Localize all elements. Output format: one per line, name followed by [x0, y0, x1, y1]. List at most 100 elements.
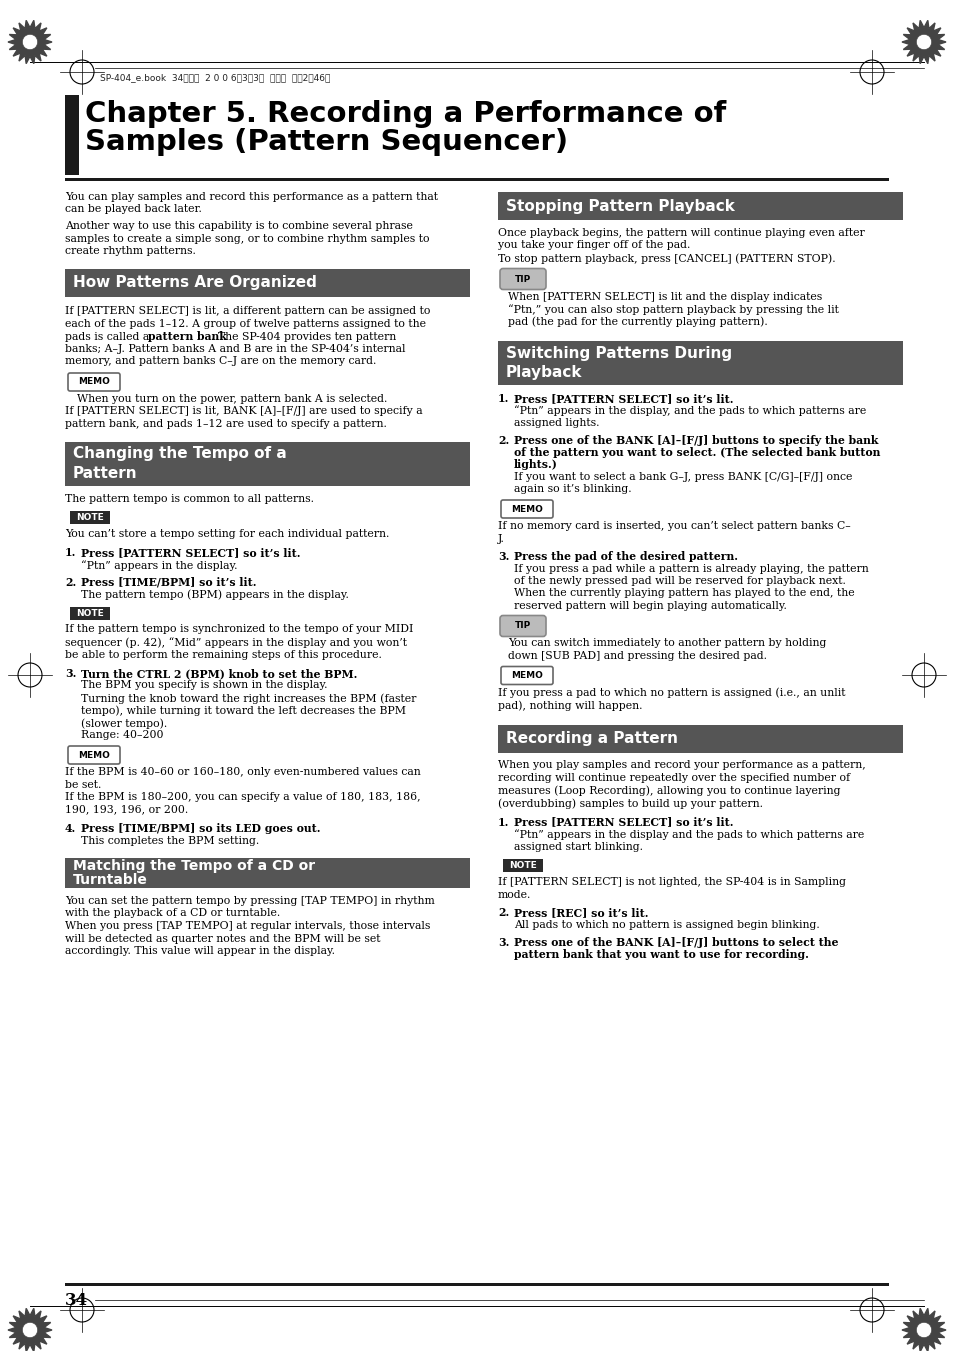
Text: You can set the pattern tempo by pressing [TAP TEMPO] in rhythm: You can set the pattern tempo by pressin… — [65, 896, 435, 907]
Text: “Ptn” appears in the display and the pads to which patterns are: “Ptn” appears in the display and the pad… — [514, 830, 863, 840]
Text: be able to perform the remaining steps of this procedure.: be able to perform the remaining steps o… — [65, 650, 381, 659]
Text: To stop pattern playback, press [CANCEL] (PATTERN STOP).: To stop pattern playback, press [CANCEL]… — [497, 253, 835, 263]
Text: pattern bank, and pads 1–12 are used to specify a pattern.: pattern bank, and pads 1–12 are used to … — [65, 419, 387, 430]
Text: If [PATTERN SELECT] is lit, BANK [A]–[F/J] are used to specify a: If [PATTERN SELECT] is lit, BANK [A]–[F/… — [65, 407, 422, 416]
Text: you take your finger off of the pad.: you take your finger off of the pad. — [497, 240, 690, 250]
FancyBboxPatch shape — [499, 616, 545, 636]
Text: Press the pad of the desired pattern.: Press the pad of the desired pattern. — [514, 551, 738, 562]
Text: Turn the CTRL 2 (BPM) knob to set the BPM.: Turn the CTRL 2 (BPM) knob to set the BP… — [81, 667, 357, 680]
Text: will be detected as quarter notes and the BPM will be set: will be detected as quarter notes and th… — [65, 934, 380, 943]
Text: Chapter 5. Recording a Performance of: Chapter 5. Recording a Performance of — [85, 100, 725, 128]
Text: Stopping Pattern Playback: Stopping Pattern Playback — [505, 199, 734, 213]
Text: MEMO: MEMO — [78, 377, 110, 386]
Text: Press [REC] so it’s lit.: Press [REC] so it’s lit. — [514, 907, 648, 917]
Text: When the currently playing pattern has played to the end, the: When the currently playing pattern has p… — [514, 589, 854, 598]
FancyBboxPatch shape — [68, 373, 120, 390]
Text: measures (Loop Recording), allowing you to continue layering: measures (Loop Recording), allowing you … — [497, 785, 840, 796]
Text: pattern bank: pattern bank — [148, 331, 227, 343]
Text: samples to create a simple song, or to combine rhythm samples to: samples to create a simple song, or to c… — [65, 234, 429, 243]
Text: reserved pattern will begin playing automatically.: reserved pattern will begin playing auto… — [514, 601, 786, 611]
Circle shape — [915, 34, 931, 50]
Text: recording will continue repeatedly over the specified number of: recording will continue repeatedly over … — [497, 773, 849, 784]
Text: MEMO: MEMO — [511, 504, 542, 513]
Text: Recording a Pattern: Recording a Pattern — [505, 731, 678, 746]
Text: accordingly. This value will appear in the display.: accordingly. This value will appear in t… — [65, 946, 335, 957]
Text: Switching Patterns During: Switching Patterns During — [505, 346, 731, 361]
Text: You can switch immediately to another pattern by holding: You can switch immediately to another pa… — [507, 639, 825, 648]
Text: Pattern: Pattern — [73, 466, 137, 481]
Text: MEMO: MEMO — [78, 751, 110, 759]
Text: again so it’s blinking.: again so it’s blinking. — [514, 485, 631, 494]
Text: When you turn on the power, pattern bank A is selected.: When you turn on the power, pattern bank… — [77, 394, 387, 404]
Text: (slower tempo).: (slower tempo). — [81, 717, 167, 728]
Text: Once playback begins, the pattern will continue playing even after: Once playback begins, the pattern will c… — [497, 228, 863, 238]
Bar — [497, 192, 902, 220]
Text: 4.: 4. — [65, 823, 76, 834]
Text: NOTE: NOTE — [76, 608, 104, 617]
Circle shape — [22, 34, 38, 50]
Text: Changing the Tempo of a: Changing the Tempo of a — [73, 446, 287, 461]
Text: Matching the Tempo of a CD or: Matching the Tempo of a CD or — [73, 859, 314, 873]
Text: NOTE: NOTE — [509, 861, 537, 870]
Text: memory, and pattern banks C–J are on the memory card.: memory, and pattern banks C–J are on the… — [65, 357, 376, 366]
Text: When [PATTERN SELECT] is lit and the display indicates: When [PATTERN SELECT] is lit and the dis… — [507, 292, 821, 301]
Text: When you press [TAP TEMPO] at regular intervals, those intervals: When you press [TAP TEMPO] at regular in… — [65, 921, 430, 931]
Text: Press [TIME/BPM] so it’s lit.: Press [TIME/BPM] so it’s lit. — [81, 577, 256, 588]
Text: 3.: 3. — [497, 551, 509, 562]
Bar — [502, 859, 542, 871]
Text: NOTE: NOTE — [76, 513, 104, 521]
Text: Samples (Pattern Sequencer): Samples (Pattern Sequencer) — [85, 128, 568, 155]
Text: Press [PATTERN SELECT] so it’s lit.: Press [PATTERN SELECT] so it’s lit. — [514, 393, 733, 404]
Text: create rhythm patterns.: create rhythm patterns. — [65, 246, 195, 255]
Text: Turning the knob toward the right increases the BPM (faster: Turning the knob toward the right increa… — [81, 693, 416, 704]
Bar — [70, 511, 110, 524]
Text: 2.: 2. — [497, 435, 509, 446]
Text: pattern bank that you want to use for recording.: pattern bank that you want to use for re… — [514, 950, 808, 961]
Bar — [65, 1283, 888, 1286]
Text: The BPM you specify is shown in the display.: The BPM you specify is shown in the disp… — [81, 681, 327, 690]
Text: sequencer (p. 42), “Mid” appears in the display and you won’t: sequencer (p. 42), “Mid” appears in the … — [65, 638, 407, 647]
Text: pads is called a: pads is called a — [65, 331, 152, 342]
Text: “Ptn,” you can also stop pattern playback by pressing the lit: “Ptn,” you can also stop pattern playbac… — [507, 304, 838, 315]
Text: TIP: TIP — [515, 621, 531, 631]
Text: This completes the BPM setting.: This completes the BPM setting. — [81, 835, 259, 846]
Text: banks; A–J. Pattern banks A and B are in the SP-404’s internal: banks; A–J. Pattern banks A and B are in… — [65, 345, 405, 354]
Text: with the playback of a CD or turntable.: with the playback of a CD or turntable. — [65, 908, 280, 919]
Text: 1.: 1. — [497, 816, 509, 828]
Text: You can play samples and record this performance as a pattern that: You can play samples and record this per… — [65, 192, 437, 203]
Text: When you play samples and record your performance as a pattern,: When you play samples and record your pe… — [497, 761, 864, 770]
Text: Range: 40–200: Range: 40–200 — [81, 731, 163, 740]
Text: of the pattern you want to select. (The selected bank button: of the pattern you want to select. (The … — [514, 447, 880, 458]
Text: assigned start blinking.: assigned start blinking. — [514, 842, 642, 851]
Text: 3.: 3. — [65, 667, 76, 680]
Text: Press [PATTERN SELECT] so it’s lit.: Press [PATTERN SELECT] so it’s lit. — [81, 547, 300, 558]
Text: MEMO: MEMO — [511, 671, 542, 680]
Text: . The SP-404 provides ten pattern: . The SP-404 provides ten pattern — [211, 331, 395, 342]
Text: 3.: 3. — [497, 938, 509, 948]
Text: 1.: 1. — [497, 393, 509, 404]
Bar — [497, 340, 902, 385]
FancyBboxPatch shape — [68, 746, 120, 765]
Text: each of the pads 1–12. A group of twelve patterns assigned to the: each of the pads 1–12. A group of twelve… — [65, 319, 426, 330]
Text: pad (the pad for the currently playing pattern).: pad (the pad for the currently playing p… — [507, 316, 767, 327]
Text: Turntable: Turntable — [73, 873, 148, 886]
Text: mode.: mode. — [497, 889, 531, 900]
Text: lights.): lights.) — [514, 459, 558, 470]
Bar — [65, 442, 470, 485]
Text: If [PATTERN SELECT] is not lighted, the SP-404 is in Sampling: If [PATTERN SELECT] is not lighted, the … — [497, 877, 845, 888]
Text: If you press a pad to which no pattern is assigned (i.e., an unlit: If you press a pad to which no pattern i… — [497, 688, 844, 698]
Text: down [SUB PAD] and pressing the desired pad.: down [SUB PAD] and pressing the desired … — [507, 651, 766, 661]
Text: Playback: Playback — [505, 365, 582, 380]
Text: assigned lights.: assigned lights. — [514, 417, 598, 428]
Text: Press [TIME/BPM] so its LED goes out.: Press [TIME/BPM] so its LED goes out. — [81, 823, 320, 834]
Text: “Ptn” appears in the display.: “Ptn” appears in the display. — [81, 561, 237, 570]
Polygon shape — [8, 1308, 52, 1351]
Text: 34: 34 — [65, 1292, 88, 1309]
Text: J.: J. — [497, 534, 504, 543]
Text: SP-404_e.book  34ページ  2 0 0 6年3月3日  金曜日  午後2時46分: SP-404_e.book 34ページ 2 0 0 6年3月3日 金曜日 午後2… — [100, 73, 330, 82]
Text: If the pattern tempo is synchronized to the tempo of your MIDI: If the pattern tempo is synchronized to … — [65, 624, 413, 635]
Bar — [65, 178, 888, 181]
Text: The pattern tempo (BPM) appears in the display.: The pattern tempo (BPM) appears in the d… — [81, 589, 349, 600]
Text: If the BPM is 40–60 or 160–180, only even-numbered values can: If the BPM is 40–60 or 160–180, only eve… — [65, 767, 420, 777]
Text: TIP: TIP — [515, 274, 531, 284]
